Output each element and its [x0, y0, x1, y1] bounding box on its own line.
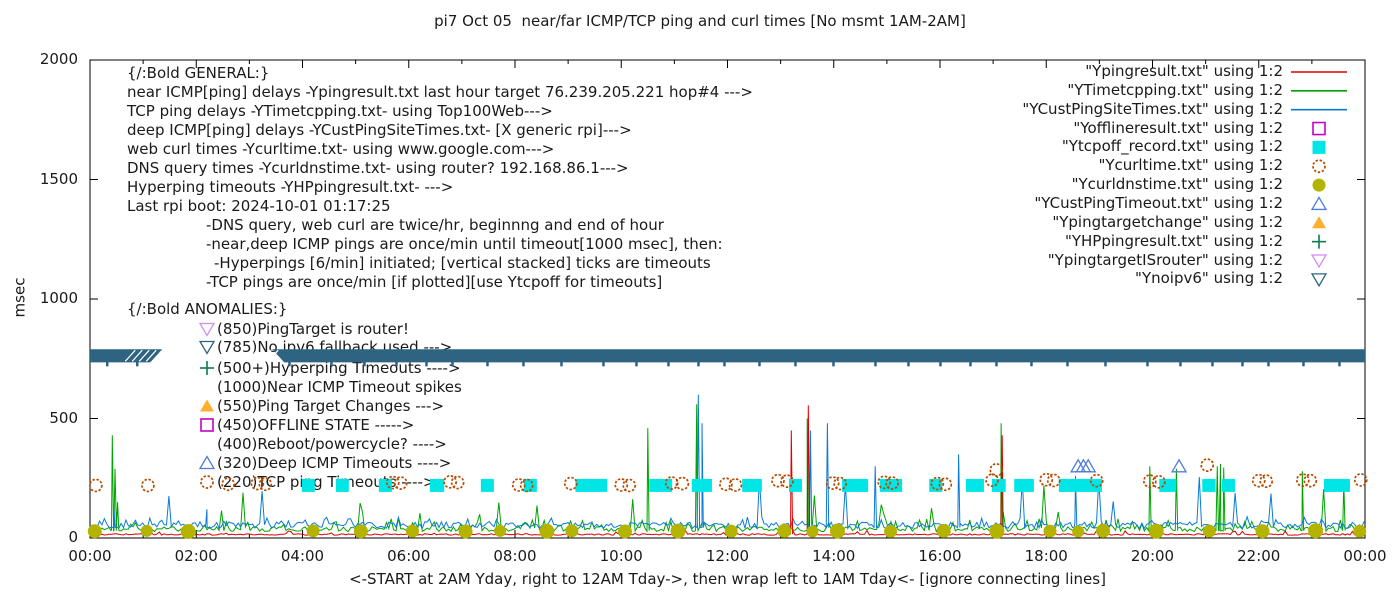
- x-tick-label: 04:00: [280, 547, 325, 565]
- general-note-line: -near,deep ICMP pings are once/min until…: [206, 235, 723, 253]
- legend-item-label: "YTimetcpping.txt" using 1:2: [1067, 80, 1283, 99]
- y-tick-label: 1500: [39, 169, 78, 188]
- general-note-line: -Hyperpings [6/min] initiated; [vertical…: [214, 254, 711, 272]
- legend-item-label: "Ytcpoff_record.txt" using 1:2: [1061, 137, 1283, 156]
- anomaly-line: (450)OFFLINE STATE ----->: [217, 416, 415, 434]
- anomaly-line: (850)PingTarget is router!: [217, 320, 409, 338]
- x-tick-label: 02:00: [174, 547, 218, 565]
- legend-item-label: "Ypingresult.txt" using 1:2: [1085, 62, 1283, 80]
- general-note-line: {/:Bold GENERAL:}: [127, 64, 270, 82]
- general-note-line: near ICMP[ping] delays -Ypingresult.txt …: [127, 83, 753, 101]
- anomaly-line: (1000)Near ICMP Timeout spikes: [217, 378, 462, 396]
- x-axis-label: <-START at 2AM Yday, right to 12AM Tday-…: [349, 570, 1106, 588]
- anomaly-line: (400)Reboot/powercycle? ---->: [217, 435, 447, 453]
- legend-item-label: "Ypingtargetchange" using 1:2: [1052, 212, 1283, 231]
- y-tick-label: 500: [49, 408, 78, 427]
- x-tick-label: 12:00: [705, 547, 750, 565]
- x-tick-label: 14:00: [812, 547, 856, 565]
- anomaly-line: (500+)Hyperping Timeouts ---->: [217, 359, 461, 377]
- legend-item-label: "YHPpingresult.txt" using 1:2: [1064, 231, 1283, 250]
- general-note-line: -TCP pings are once/min [if plotted][use…: [206, 273, 663, 291]
- general-note-line: deep ICMP[ping] delays -YCustPingSiteTim…: [127, 121, 632, 139]
- legend-item-label: "Ycurldnstime.txt" using 1:2: [1071, 175, 1283, 194]
- x-tick-label: 06:00: [387, 547, 431, 565]
- general-note-line: -DNS query, web curl are twice/hr, begin…: [206, 216, 664, 234]
- legend-item-label: "Ycurltime.txt" using 1:2: [1098, 156, 1283, 175]
- x-tick-label: 22:00: [1237, 547, 1281, 565]
- x-tick-label: 20:00: [1130, 547, 1175, 565]
- legend-item-label: "YCustPingSiteTimes.txt" using 1:2: [1022, 99, 1283, 118]
- x-tick-label: 00:00: [68, 547, 112, 565]
- general-note-line: Last rpi boot: 2024-10-01 01:17:25: [127, 197, 391, 215]
- legend-item-label: "Yofflineresult.txt" using 1:2: [1073, 118, 1283, 137]
- anomaly-line: (785)No ipv6 fallback used --->: [217, 338, 453, 356]
- x-tick-label: 18:00: [1024, 547, 1068, 565]
- y-tick-label: 1000: [39, 289, 78, 307]
- legend-item-label: "YCustPingTimeout.txt" using 1:2: [1034, 193, 1283, 212]
- legend-item-label: "YpingtargetISrouter" using 1:2: [1047, 250, 1283, 269]
- legend-item-label: "Ynoipv6" using 1:2: [1135, 269, 1283, 288]
- general-note-line: Hyperping timeouts -YHPpingresult.txt- -…: [127, 178, 454, 196]
- chart-title: pi7 Oct 05 near/far ICMP/TCP ping and cu…: [434, 12, 966, 30]
- anomaly-line: (320)Deep ICMP Timeouts ---->: [217, 454, 452, 472]
- y-tick-label: 2000: [39, 50, 78, 68]
- anomalies-header: {/:Bold ANOMALIES:}: [127, 300, 288, 318]
- x-tick-label: 00:00: [1343, 547, 1387, 565]
- x-tick-label: 10:00: [599, 547, 643, 565]
- anomaly-line: (220)TCP ping Timeouts ---->: [217, 473, 436, 491]
- general-note-line: DNS query times -Ycurldnstime.txt- using…: [127, 159, 629, 177]
- general-note-line: TCP ping delays -YTimetcpping.txt- using…: [127, 102, 553, 120]
- anomaly-line: (550)Ping Target Changes --->: [217, 397, 445, 415]
- x-tick-label: 16:00: [918, 547, 962, 565]
- y-tick-label: 0: [68, 528, 78, 546]
- x-tick-label: 08:00: [493, 547, 537, 565]
- general-note-line: web curl times -Ycurltime.txt- using www…: [127, 140, 555, 158]
